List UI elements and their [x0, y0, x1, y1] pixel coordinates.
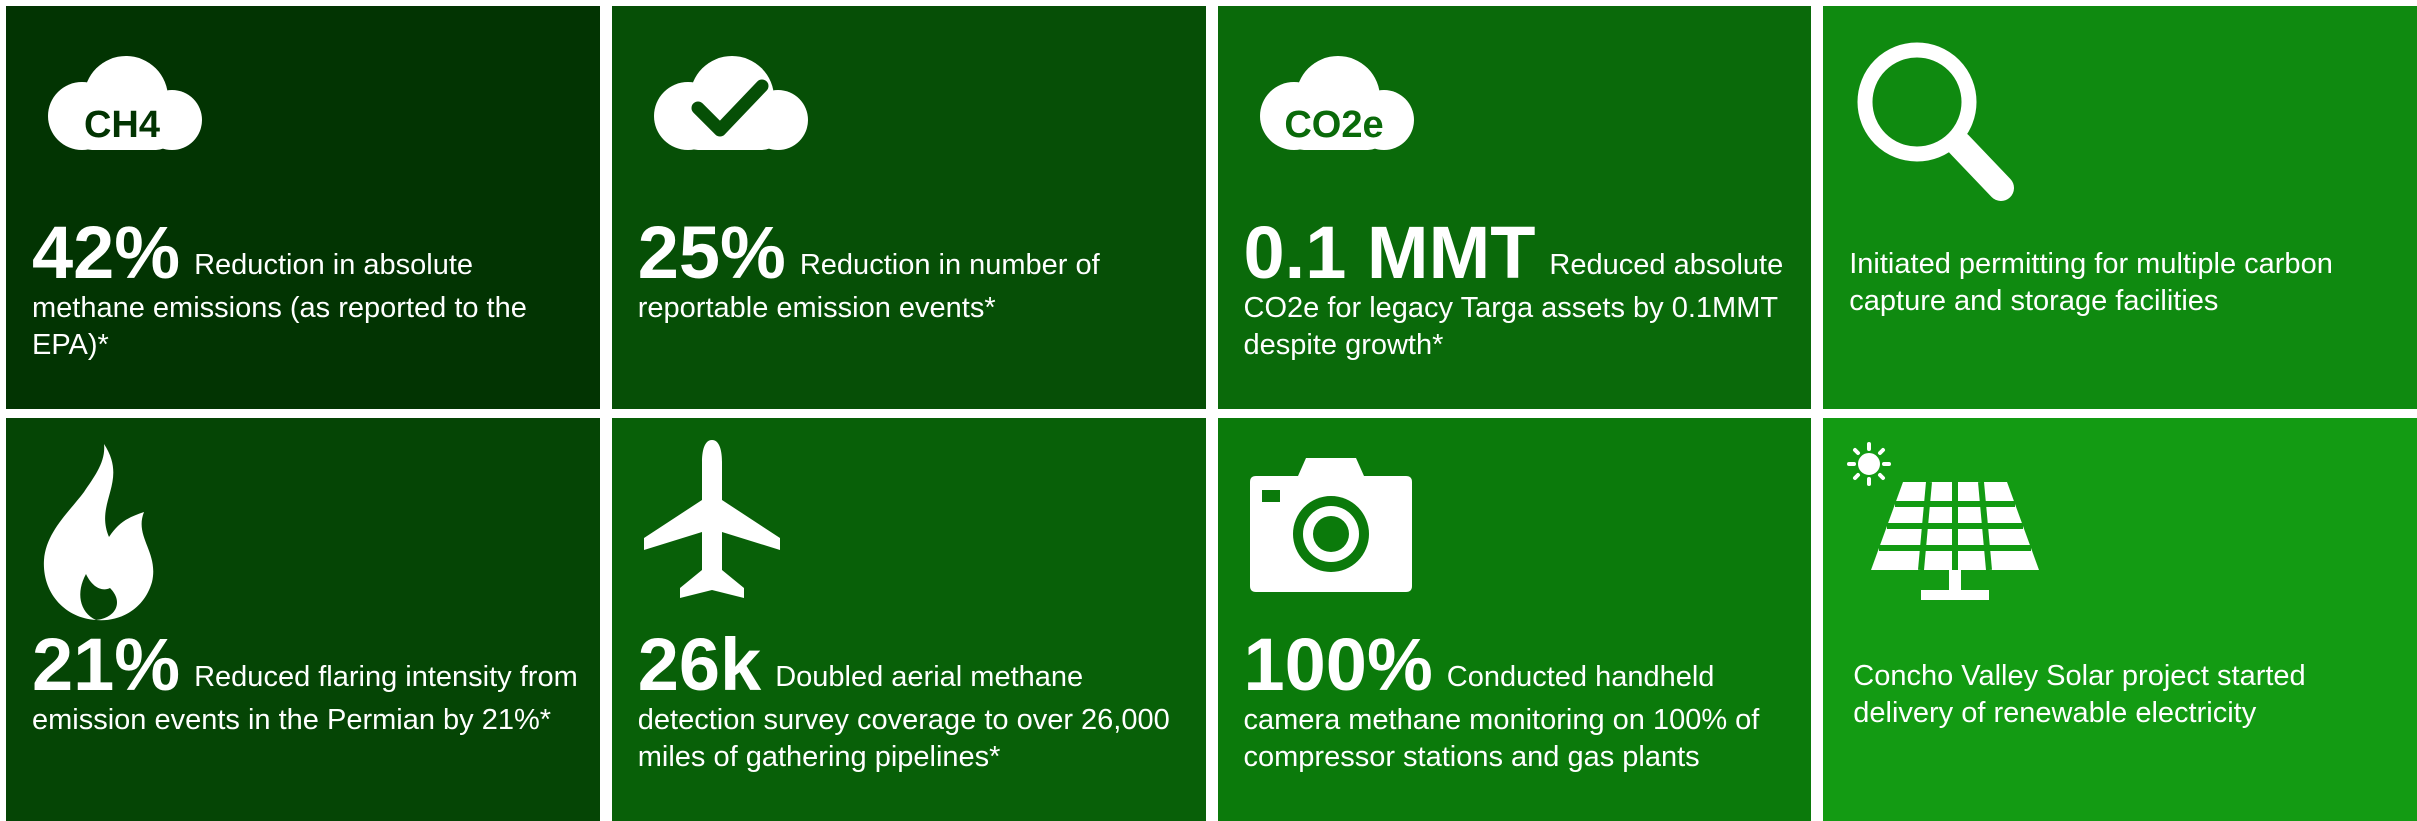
tile-text: 0.1 MMT Reduced absolute CO2e for legacy … — [1244, 216, 1790, 364]
icon-check-cloud — [653, 56, 808, 150]
icon-label: CO2e — [1284, 104, 1383, 146]
icon-cloud: CH4 — [48, 56, 202, 150]
description: Conducted handheld camera methane monito… — [1243, 661, 1760, 773]
tile: Concho Valley Solar project started deli… — [1823, 418, 2417, 821]
description: Initiated permitting for multiple carbon… — [1849, 248, 2333, 317]
tile-text: 100% Conducted handheld camera methane mo… — [1244, 628, 1790, 776]
stat: 0.1 MMT — [1243, 211, 1536, 294]
icon-cloud: CO2e — [1259, 56, 1414, 150]
icon-airplane — [643, 440, 780, 598]
stat: 100% — [1243, 623, 1433, 706]
icon-label: CH4 — [84, 104, 160, 146]
tile-grid: CH4 42% Reduction in absolute methane emi… — [6, 6, 2417, 821]
tile: 21% Reduced flaring intensity from emissi… — [6, 418, 600, 821]
stat: 26k — [637, 623, 762, 706]
icon-camera — [1249, 458, 1412, 592]
icon-solar-panel — [1847, 442, 2040, 600]
tile-text: Initiated permitting for multiple carbon… — [1849, 246, 2395, 320]
icon-flame — [43, 444, 154, 621]
stat: 21% — [32, 623, 181, 706]
tile-text: Concho Valley Solar project started deli… — [1853, 658, 2395, 732]
description: Reduced absolute CO2e for legacy Targa a… — [1243, 249, 1784, 361]
description: Reduction in number of reportable emissi… — [637, 249, 1100, 324]
description: Concho Valley Solar project started deli… — [1853, 660, 2306, 729]
stat: 25% — [637, 211, 786, 294]
tile: CO2e 0.1 MMT Reduced absolute CO2e for le… — [1217, 6, 1812, 409]
tile: 26k Doubled aerial methane detection surv… — [611, 418, 1206, 821]
tile-text: 25% Reduction in number of reportable emi… — [638, 216, 1184, 327]
tile-text: 21% Reduced flaring intensity from emissi… — [32, 628, 578, 739]
tile: CH4 42% Reduction in absolute methane emi… — [6, 6, 600, 409]
icon-magnifier — [1857, 42, 2015, 201]
tile-text: 26k Doubled aerial methane detection surv… — [638, 628, 1184, 776]
stat: 42% — [32, 211, 181, 294]
description: Reduction in absolute methane emissions … — [32, 249, 527, 361]
description: Reduced flaring intensity from emission … — [32, 661, 578, 736]
description: Doubled aerial methane detection survey … — [637, 661, 1170, 773]
tile: 100% Conducted handheld camera methane mo… — [1217, 418, 1812, 821]
tile: Initiated permitting for multiple carbon… — [1823, 6, 2417, 409]
tile: 25% Reduction in number of reportable emi… — [611, 6, 1206, 409]
tile-text: 42% Reduction in absolute methane emissio… — [32, 216, 578, 364]
